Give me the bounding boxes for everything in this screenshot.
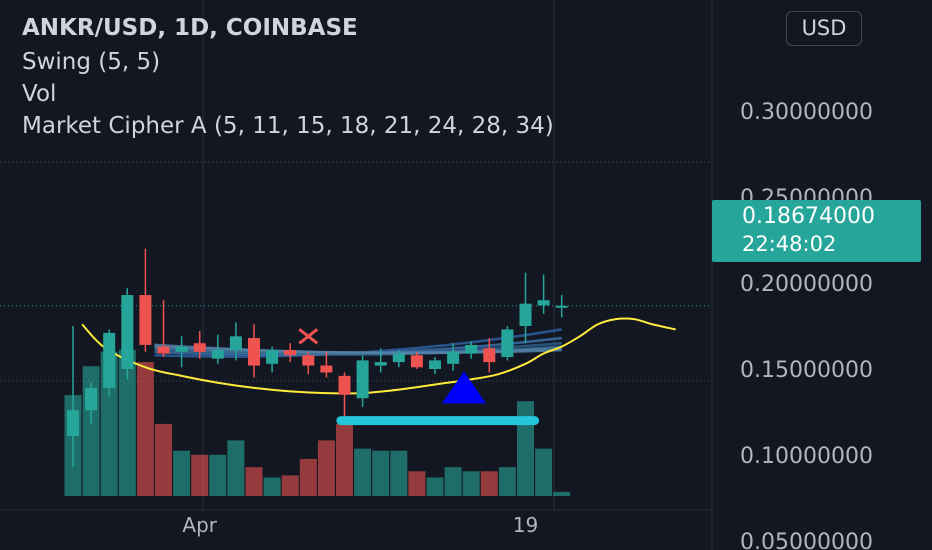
candle-body <box>175 346 188 352</box>
volume-bar <box>336 423 353 496</box>
volume-bar <box>462 471 480 496</box>
candle-body <box>410 355 423 368</box>
price-tick-label: 0.30000000 <box>740 100 873 125</box>
volume-bar <box>390 450 408 496</box>
candle-body <box>85 387 98 411</box>
price-tick-label: 0.10000000 <box>740 444 873 469</box>
candle-body <box>537 300 550 306</box>
volume-bar <box>173 450 191 496</box>
candle-body <box>447 351 460 364</box>
volume-bar <box>480 471 498 496</box>
volume-bar <box>498 467 516 496</box>
candle-body <box>266 350 279 364</box>
candle-body <box>139 295 152 345</box>
time-tick-label: 19 <box>513 513 538 537</box>
indicator-market-cipher-label[interactable]: Market Cipher A (5, 11, 15, 18, 21, 24, … <box>22 113 554 139</box>
last-price-label: 0.18674000 22:48:02 <box>712 200 921 262</box>
volume-bar <box>136 362 154 496</box>
price-tick-label: 0.05000000 <box>740 530 873 550</box>
swing-curve <box>81 317 676 395</box>
currency-button[interactable]: USD <box>786 11 862 46</box>
time-tick-label: Apr <box>182 513 217 537</box>
candle-body <box>121 295 134 369</box>
volume-bar <box>354 448 372 496</box>
indicator-swing-label[interactable]: Swing (5, 5) <box>22 49 161 75</box>
swing-curve-layer <box>81 317 676 395</box>
indicator-vol-label[interactable]: Vol <box>22 81 57 107</box>
volume-bar <box>227 440 245 496</box>
candle-body <box>302 355 315 366</box>
signal-layer <box>298 328 540 426</box>
candle-body <box>211 350 224 359</box>
candle-body <box>103 332 116 388</box>
volume-bar <box>155 423 172 496</box>
volume-bar <box>281 475 299 496</box>
candle-body <box>519 303 532 326</box>
volume-bar <box>535 448 553 496</box>
volume-bar <box>517 401 534 496</box>
candle-body <box>555 305 568 308</box>
candle-body <box>67 410 79 437</box>
volume-bar <box>317 440 335 496</box>
candle-body <box>248 338 260 366</box>
candle-body <box>465 344 478 354</box>
price-tick-label: 0.15000000 <box>740 358 873 383</box>
price-tick-label: 0.20000000 <box>740 272 873 297</box>
candle-body <box>284 350 297 356</box>
candle-body <box>193 343 206 352</box>
candle-layer <box>67 248 568 468</box>
candle-body <box>483 348 496 363</box>
volume-bar <box>408 471 426 496</box>
volume-bar <box>118 349 136 496</box>
candle-body <box>501 329 514 357</box>
sell-signal-x <box>298 328 319 345</box>
symbol-title[interactable]: ANKR/USD, 1D, COINBASE <box>22 15 358 41</box>
candle-body <box>374 362 387 366</box>
volume-bar <box>372 450 390 496</box>
grid-layer <box>0 0 713 550</box>
volume-bar <box>299 458 317 496</box>
volume-bar <box>426 477 444 496</box>
volume-bar <box>209 454 227 496</box>
candle-body <box>229 336 242 351</box>
candle-countdown: 22:48:02 <box>742 232 837 256</box>
volume-bar <box>245 467 263 496</box>
candle-body <box>338 375 351 395</box>
candle-body <box>392 353 405 363</box>
candle-body <box>320 365 333 373</box>
last-price-value: 0.18674000 <box>742 204 875 229</box>
volume-bar <box>444 467 462 496</box>
candle-body <box>429 360 441 369</box>
candle-body <box>157 346 170 354</box>
volume-bar <box>263 477 281 496</box>
volume-bar <box>191 454 209 496</box>
candle-body <box>356 360 369 399</box>
buy-signal-triangle <box>441 371 486 404</box>
volume-bar <box>553 491 571 496</box>
